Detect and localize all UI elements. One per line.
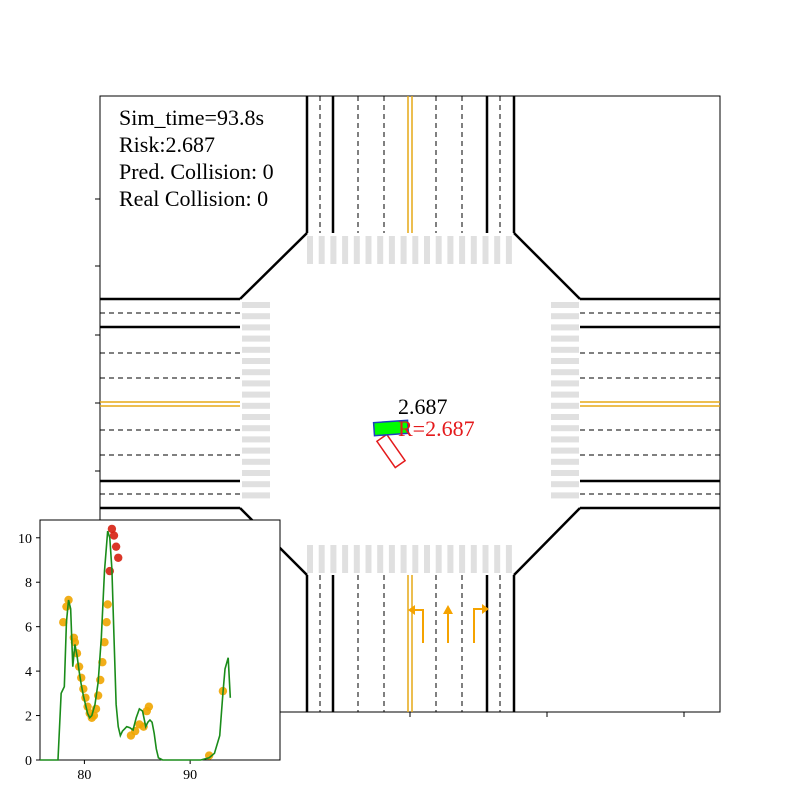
crosswalk-stripe (242, 380, 270, 387)
crosswalk-stripe (482, 545, 489, 573)
crosswalk-stripe (551, 425, 579, 432)
crosswalk-stripe (242, 313, 270, 320)
right-turn-arrow-icon (473, 608, 482, 643)
crosswalk-stripe (307, 545, 313, 573)
crosswalk-stripe (388, 236, 395, 264)
sim-time-text: Sim_time=93.8s (119, 105, 265, 130)
crosswalk-stripe (424, 236, 430, 264)
ego-vehicle (372, 419, 410, 437)
crosswalk-stripe (353, 236, 360, 264)
vehicle-value-label: 2.687 (398, 394, 448, 419)
crosswalk-stripe (551, 358, 579, 364)
crosswalk-stripe (505, 545, 512, 573)
crosswalk-stripe (377, 236, 384, 264)
crosswalk-stripe (482, 236, 489, 264)
crosswalk-stripe (400, 236, 407, 264)
crosswalk-stripe (424, 545, 430, 573)
crosswalk-stripe (242, 335, 270, 342)
crosswalk-stripe (242, 492, 270, 499)
crosswalk-stripe (242, 402, 270, 409)
crosswalk-stripe (242, 369, 270, 376)
crosswalk-stripe (242, 481, 270, 488)
crosswalk-stripe (551, 324, 579, 331)
crosswalk-stripe (242, 358, 270, 364)
crosswalk-stripe (470, 545, 477, 573)
crosswalk-stripe (447, 236, 454, 264)
crosswalk-stripe (435, 236, 442, 264)
crosswalk-stripe (242, 302, 270, 308)
crosswalk-stripe (242, 447, 270, 454)
crosswalk-stripe (242, 458, 270, 465)
corner-curb (513, 507, 581, 576)
crosswalk-stripe (505, 236, 512, 264)
crosswalk-stripe (242, 425, 270, 432)
crosswalk-stripe (412, 236, 419, 264)
left-turn-arrow-icon (413, 609, 424, 643)
vehicle-risk-label: R=2.687 (398, 416, 475, 441)
crosswalk-stripe (551, 402, 579, 409)
crosswalk-stripe (242, 324, 270, 331)
crosswalk-stripe (459, 236, 466, 264)
crosswalk-stripe (551, 470, 579, 476)
crosswalk-stripe (330, 545, 337, 573)
crosswalk-stripe (494, 545, 501, 573)
crosswalk-stripe (447, 545, 454, 573)
crosswalk-stripe (459, 545, 466, 573)
crosswalk-stripe (318, 545, 325, 573)
crosswalk-stripe (551, 346, 579, 353)
pred-collision-text: Pred. Collision: 0 (119, 159, 274, 184)
crosswalk-stripe (551, 414, 579, 420)
crosswalk-stripe (242, 436, 270, 443)
crosswalk-stripe (242, 470, 270, 476)
crosswalk-stripe (377, 545, 384, 573)
crosswalk-stripe (242, 391, 270, 398)
crosswalk-stripe (551, 302, 579, 308)
crosswalk-stripe (318, 236, 325, 264)
corner-curb (513, 232, 581, 300)
crosswalk-stripe (551, 369, 579, 376)
crosswalk-stripe (365, 236, 372, 264)
crosswalk-stripe (242, 346, 270, 353)
risk-text: Risk:2.687 (119, 132, 215, 157)
left-turn-arrow-icon (408, 605, 415, 615)
straight-arrow-icon (443, 605, 453, 614)
crosswalk-stripe (551, 492, 579, 499)
crosswalk-stripe (365, 545, 372, 573)
corner-curb (239, 232, 308, 300)
crosswalk-stripe (330, 236, 337, 264)
crosswalk-stripe (342, 236, 349, 264)
crosswalk-stripe (435, 545, 442, 573)
crosswalk-stripe (494, 236, 501, 264)
crosswalk-stripe (342, 545, 349, 573)
crosswalk-stripe (242, 414, 270, 420)
crosswalk-stripe (551, 458, 579, 465)
crosswalk-stripe (307, 236, 313, 264)
crosswalk-stripe (551, 436, 579, 443)
crosswalk-stripe (551, 447, 579, 454)
crosswalk-stripe (551, 481, 579, 488)
crosswalk-stripe (551, 335, 579, 342)
crosswalk-stripe (551, 313, 579, 320)
crosswalk-stripe (551, 391, 579, 398)
crosswalk-stripe (551, 380, 579, 387)
predicted-vehicle-outline (375, 433, 407, 469)
crosswalk-stripe (400, 545, 407, 573)
real-collision-text: Real Collision: 0 (119, 186, 269, 211)
crosswalk-stripe (388, 545, 395, 573)
right-turn-arrow-icon (482, 604, 489, 614)
crosswalk-stripe (470, 236, 477, 264)
crosswalk-stripe (412, 545, 419, 573)
crosswalk-stripe (353, 545, 360, 573)
